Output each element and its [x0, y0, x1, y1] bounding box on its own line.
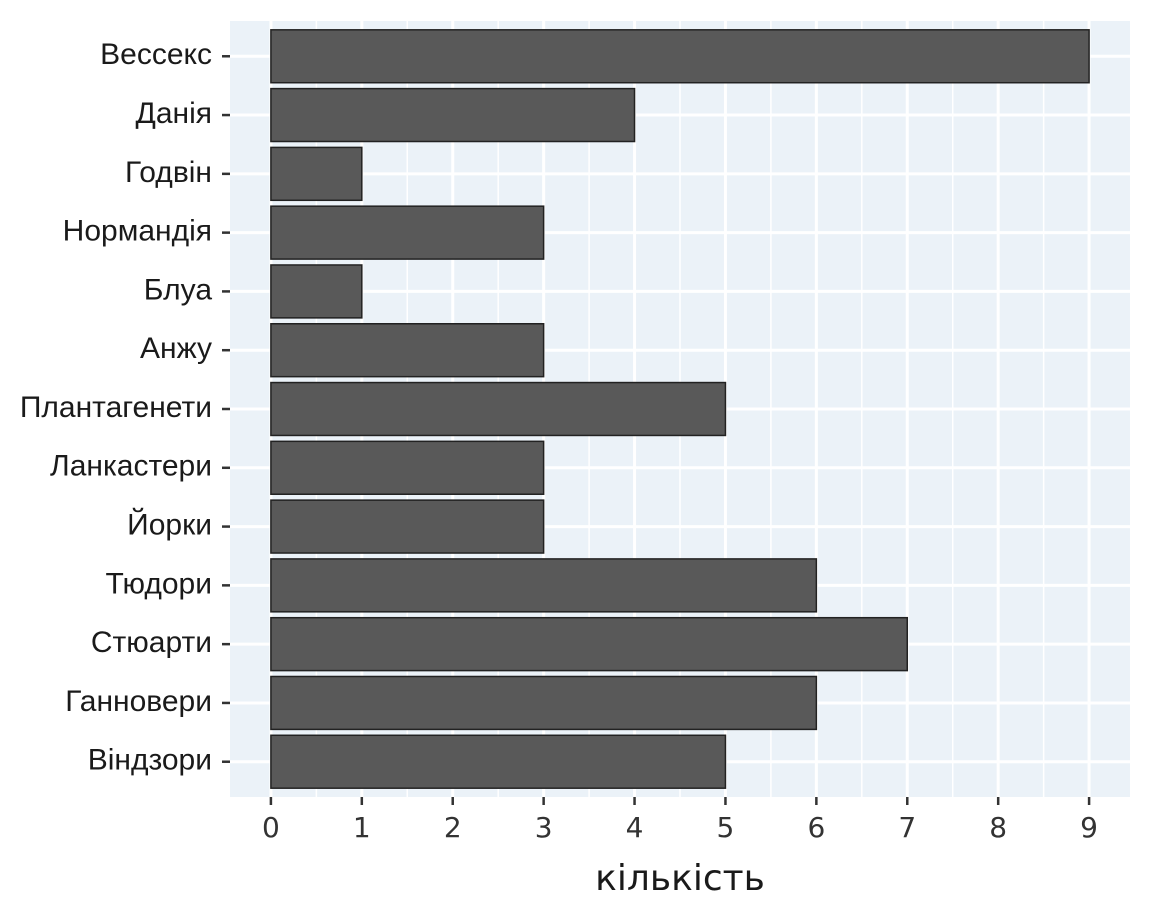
y-tick-label: Йорки: [127, 507, 212, 541]
x-tick-label: 2: [444, 811, 462, 844]
y-tick-label: Тюдори: [106, 567, 212, 600]
bar: [270, 616, 909, 672]
y-tick-label: Анжу: [140, 332, 212, 365]
y-tick-label: Стюарти: [91, 626, 212, 659]
y-tick-label: Блуа: [144, 273, 213, 306]
x-tick-label: 3: [535, 811, 553, 844]
y-tick-label: Ганновери: [65, 685, 212, 718]
y-tick-label: Вессекс: [100, 38, 212, 71]
bar: [270, 440, 545, 495]
bar: [270, 87, 636, 143]
bar: [270, 675, 818, 731]
x-tick-label: 1: [353, 811, 371, 844]
x-tick-label: 6: [807, 811, 825, 844]
x-tick-label: 7: [898, 811, 916, 844]
bar: [270, 499, 545, 554]
y-tick-label: Годвін: [125, 156, 212, 189]
bar: [270, 381, 727, 437]
bar: [270, 146, 363, 202]
y-tick-label: Плантагенети: [20, 391, 212, 424]
x-tick-label: 8: [989, 811, 1007, 844]
bar: [270, 558, 818, 613]
bar: [270, 734, 727, 789]
bar: [270, 323, 545, 378]
x-tick-label: 0: [262, 811, 280, 844]
x-tick-label: 9: [1080, 811, 1098, 844]
bar: [270, 29, 1090, 84]
y-tick-label: Ланкастери: [50, 450, 212, 483]
y-tick-label: Віндзори: [88, 744, 212, 777]
x-tick-label: 5: [717, 811, 735, 844]
x-axis-title: кількість: [595, 858, 765, 899]
bar: [270, 205, 545, 260]
x-tick-label: 4: [626, 811, 644, 844]
y-tick-label: Нормандія: [63, 215, 212, 248]
y-tick-label: Данія: [136, 97, 212, 130]
bar: [270, 264, 363, 319]
